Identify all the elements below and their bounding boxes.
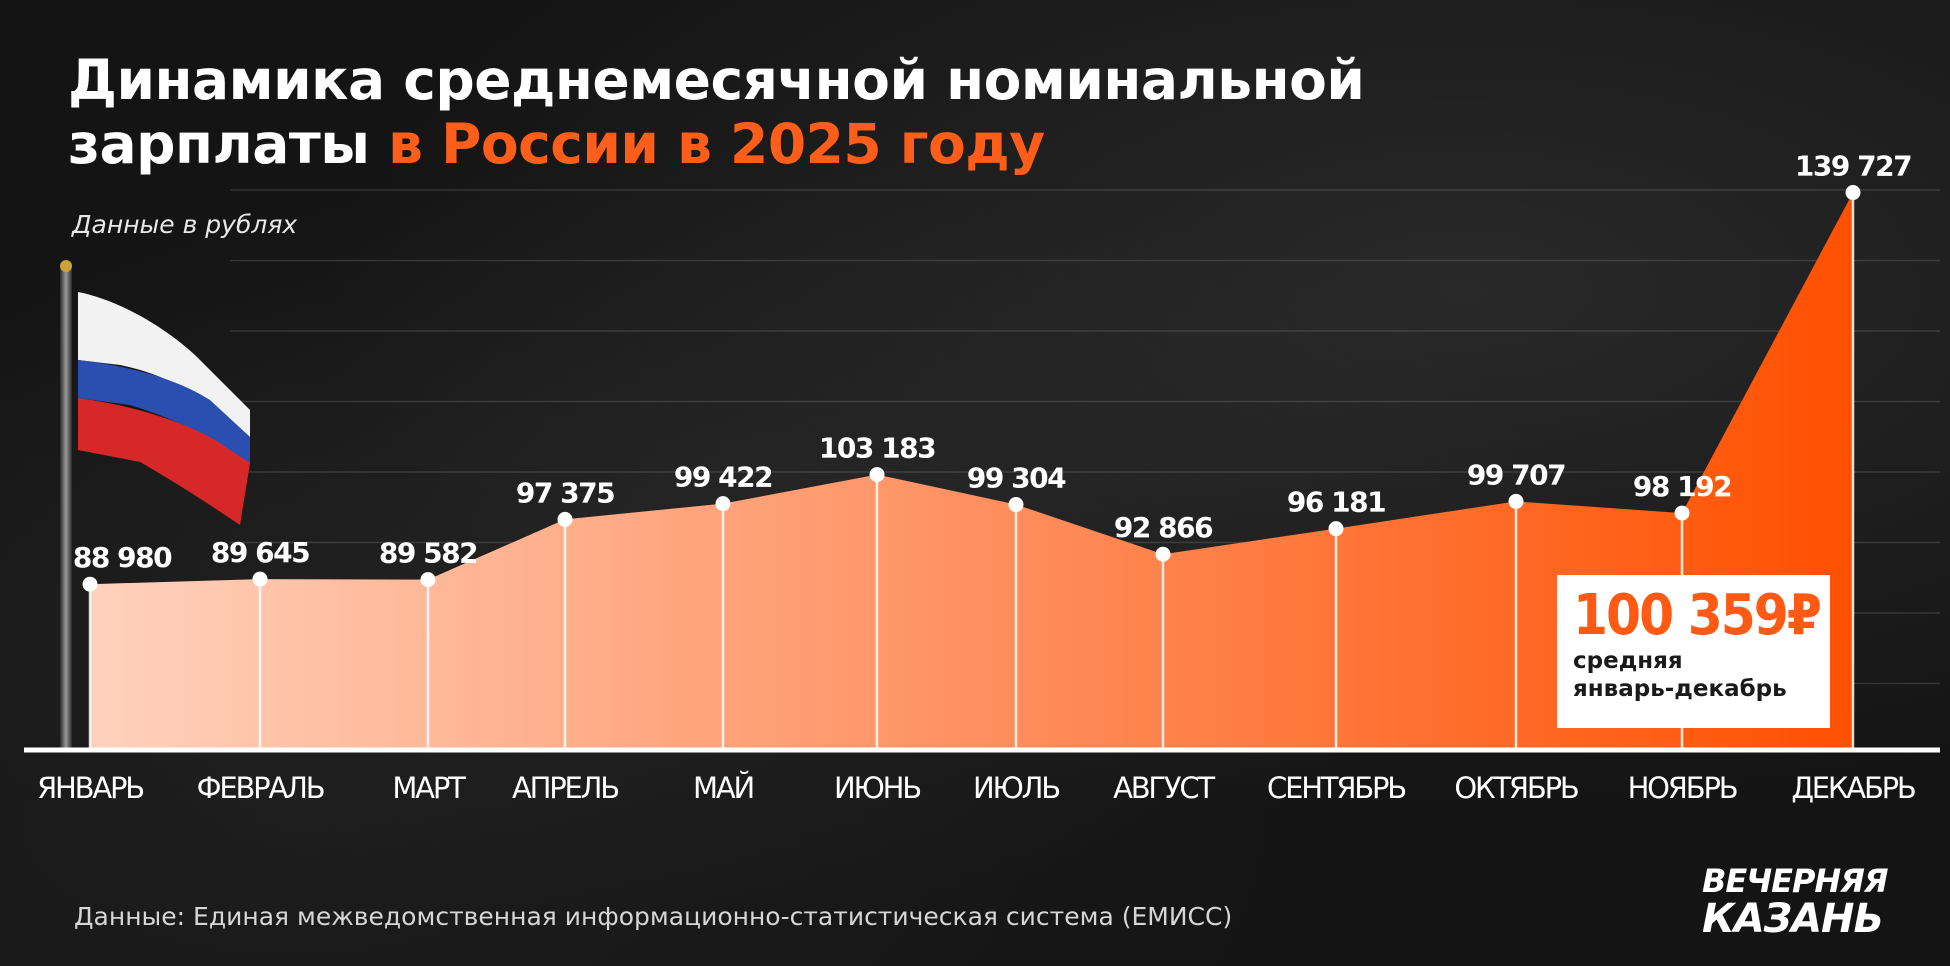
flag-red-stripe bbox=[78, 398, 250, 525]
data-label: 99 707 bbox=[1467, 458, 1565, 491]
data-point bbox=[82, 576, 98, 592]
average-value: 100 359₽ bbox=[1573, 583, 1822, 648]
area-fill bbox=[90, 192, 1853, 750]
data-point bbox=[252, 571, 268, 587]
x-tick-label: АВГУСТ bbox=[1113, 771, 1215, 805]
data-label: 96 181 bbox=[1287, 486, 1385, 519]
data-point bbox=[1155, 546, 1171, 562]
average-label-line1: средняя bbox=[1573, 648, 1683, 674]
page-title: Динамика среднемесячной номинальной зарп… bbox=[68, 48, 1365, 176]
average-label-line2: январь-декабрь bbox=[1573, 676, 1787, 702]
x-tick-label: МАЙ bbox=[693, 771, 753, 805]
x-tick-label: ИЮНЬ bbox=[834, 771, 920, 805]
russian-flag bbox=[60, 260, 250, 748]
flag-blue-stripe bbox=[78, 360, 250, 463]
data-point bbox=[715, 496, 731, 512]
data-label: 99 422 bbox=[674, 461, 772, 494]
data-label: 92 866 bbox=[1114, 511, 1212, 544]
data-label: 88 980 bbox=[73, 541, 172, 574]
data-point bbox=[1845, 185, 1861, 201]
data-label: 139 727 bbox=[1795, 150, 1911, 183]
area-series bbox=[90, 192, 1853, 750]
x-tick-label: МАРТ bbox=[392, 771, 466, 805]
data-point bbox=[420, 572, 436, 588]
data-point bbox=[1508, 493, 1524, 509]
data-label: 89 582 bbox=[379, 537, 477, 570]
x-tick-label: ДЕКАБРЬ bbox=[1791, 771, 1915, 805]
chart-subtitle: Данные в рублях bbox=[72, 210, 298, 239]
flag-pole-finial bbox=[60, 260, 72, 272]
x-tick-label: АПРЕЛЬ bbox=[512, 771, 618, 805]
data-point bbox=[1328, 521, 1344, 537]
data-points: 88 980 89 645 89 582 97 375 99 422 103 183 99 … bbox=[73, 150, 1913, 750]
title-line2-accent: в России в 2025 году bbox=[388, 112, 1045, 176]
logo-line1: ВЕЧЕРНЯЯ bbox=[1702, 862, 1888, 900]
data-point bbox=[557, 511, 573, 527]
title-line2-white: зарплаты bbox=[68, 112, 370, 176]
x-tick-label: НОЯБРЬ bbox=[1628, 771, 1737, 805]
x-tick-label: ИЮЛЬ bbox=[973, 771, 1059, 805]
flag-pole bbox=[60, 268, 72, 748]
data-point bbox=[869, 467, 885, 483]
x-tick-label: ЯНВАРЬ bbox=[37, 771, 143, 805]
data-label: 99 304 bbox=[967, 462, 1066, 495]
data-label: 97 375 bbox=[516, 476, 614, 509]
data-label: 103 183 bbox=[819, 432, 935, 465]
x-tick-label: ОКТЯБРЬ bbox=[1454, 771, 1577, 805]
x-axis-labels: ЯНВАРЬ ФЕВРАЛЬ МАРТ АПРЕЛЬ МАЙ ИЮНЬ ИЮЛЬ АВГУСТ… bbox=[37, 771, 1917, 805]
data-label: 89 645 bbox=[211, 536, 309, 569]
vechernyaya-kazan-logo: ВЕЧЕРНЯЯ КАЗАНЬ bbox=[1702, 862, 1888, 942]
x-tick-label: СЕНТЯБРЬ bbox=[1267, 771, 1405, 805]
logo-line2: КАЗАНЬ bbox=[1702, 896, 1884, 942]
data-label: 98 192 bbox=[1633, 470, 1731, 503]
data-point bbox=[1674, 505, 1690, 521]
average-callout: 100 359₽ средняя январь-декабрь bbox=[1557, 575, 1830, 728]
title-line1: Динамика среднемесячной номинальной bbox=[68, 48, 1365, 112]
x-tick-label: ФЕВРАЛЬ bbox=[197, 771, 324, 805]
data-point bbox=[1008, 497, 1024, 513]
source-note: Данные: Единая межведомственная информац… bbox=[74, 902, 1233, 931]
